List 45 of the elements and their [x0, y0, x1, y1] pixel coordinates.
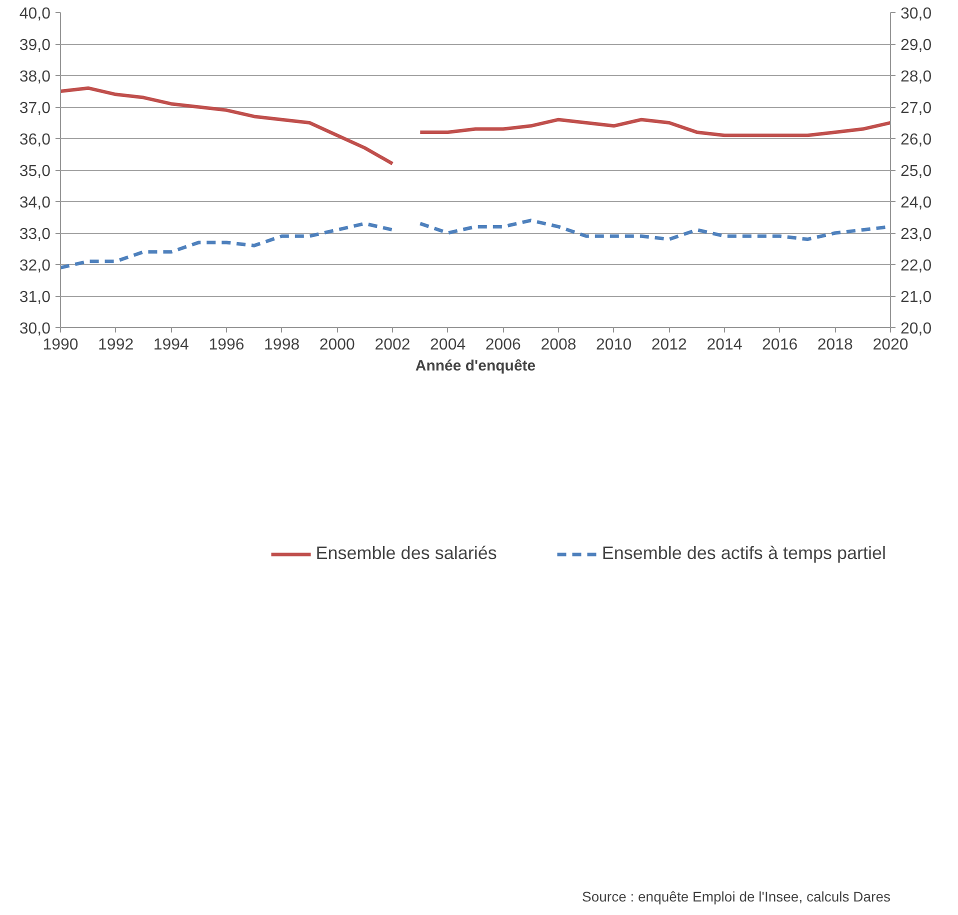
x-tick-label: 2014 [706, 336, 742, 354]
y-tick-label: 38,0 [19, 68, 51, 86]
x-tick-label: 1990 [42, 336, 78, 354]
y2-tick-label: 23,0 [900, 226, 932, 243]
y2-tick-label: 20,0 [900, 320, 932, 338]
y2-tick-label: 24,0 [900, 194, 932, 212]
x-tick-label: 2000 [319, 336, 356, 354]
line-series [60, 222, 394, 270]
legend-label: Ensemble des salariés [316, 543, 497, 564]
y-tick-label: 33,0 [19, 226, 51, 243]
line-series [60, 86, 394, 166]
y2-tick-label: 28,0 [900, 68, 932, 86]
y-tick-label: 30,0 [19, 320, 51, 338]
y2-tick-label: 25,0 [900, 163, 932, 180]
legend-label: Ensemble des actifs à temps partiel [602, 543, 886, 564]
y-tick-label: 40,0 [19, 6, 51, 22]
y-tick-label: 39,0 [19, 37, 51, 54]
y2-tick-label: 21,0 [900, 289, 932, 306]
x-tick-label: 2012 [651, 336, 688, 354]
x-tick-label: 2006 [485, 336, 522, 354]
line-series [418, 118, 890, 138]
x-tick-label: 2018 [817, 336, 854, 354]
y-tick-label: 34,0 [19, 194, 51, 212]
x-tick-label: 1998 [264, 336, 300, 354]
y-tick-label: 37,0 [19, 100, 51, 117]
x-tick-label: 2020 [872, 336, 908, 354]
y2-tick-label: 29,0 [900, 37, 932, 54]
y-tick-label: 32,0 [19, 258, 51, 274]
x-axis-title: Année d'enquête [415, 358, 536, 374]
x-tick-label: 2008 [540, 336, 576, 354]
source-note: Source : enquête Emploi de l'Insee, calculs Dares [582, 888, 891, 904]
x-tick-label: 2002 [374, 336, 410, 354]
x-tick-label: 1994 [153, 336, 190, 354]
x-tick-label: 1996 [208, 336, 244, 354]
y2-tick-label: 22,0 [900, 258, 932, 274]
y-tick-label: 36,0 [19, 132, 51, 148]
y2-tick-label: 30,0 [900, 6, 932, 22]
y-tick-label: 35,0 [19, 163, 51, 180]
y2-tick-label: 26,0 [900, 132, 932, 148]
y2-tick-label: 27,0 [900, 100, 932, 117]
x-tick-label: 2004 [430, 336, 466, 354]
y-tick-label: 31,0 [19, 289, 51, 306]
x-tick-label: 1992 [98, 336, 134, 354]
x-tick-label: 2010 [596, 336, 632, 354]
x-tick-label: 2016 [762, 336, 798, 354]
